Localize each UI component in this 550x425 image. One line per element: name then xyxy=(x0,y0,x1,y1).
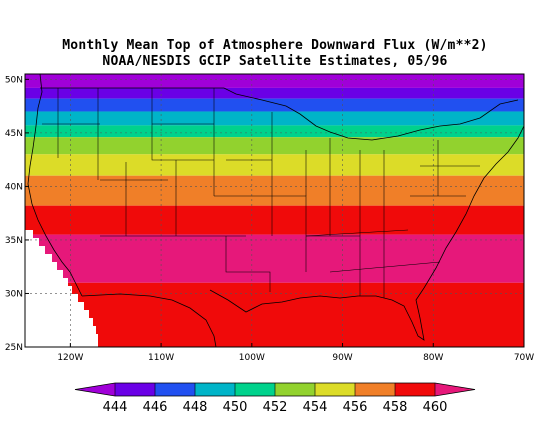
lon-tick-label: 100W xyxy=(239,353,265,363)
colorbar-label: 456 xyxy=(343,400,368,415)
colorbar-swatch xyxy=(75,383,116,396)
flux-band xyxy=(25,205,524,235)
colorbar-label: 444 xyxy=(103,400,128,415)
flux-band xyxy=(25,175,524,206)
colorbar-label: 452 xyxy=(263,400,288,415)
colorbar-label: 460 xyxy=(423,400,448,415)
colorbar-swatch xyxy=(435,383,475,396)
colorbar-swatch xyxy=(115,383,156,396)
colorbar: 444 446 448 450 452 454 456 458 460 xyxy=(74,382,476,415)
lon-tick-label: 120W xyxy=(57,353,83,363)
lon-tick-label: 90W xyxy=(332,353,352,363)
lat-tick-label: 50N xyxy=(5,75,23,85)
colorbar-swatch xyxy=(275,383,316,396)
lat-tick-label: 45N xyxy=(5,129,23,139)
lat-tick-label: 35N xyxy=(5,236,23,246)
flux-band xyxy=(25,282,524,347)
lat-tick-label: 25N xyxy=(5,343,23,353)
no-data-area xyxy=(25,230,98,347)
lon-tick-label: 70W xyxy=(514,353,534,363)
map-title: Monthly Mean Top of Atmosphere Downward … xyxy=(62,38,488,53)
flux-band xyxy=(25,154,524,176)
lat-tick-label: 40N xyxy=(5,182,23,192)
colorbar-swatch xyxy=(315,383,356,396)
graticule xyxy=(25,74,524,347)
colorbar-label: 458 xyxy=(383,400,408,415)
map-subtitle: NOAA/NESDIS GCIP Satellite Estimates, 05… xyxy=(102,54,448,69)
colorbar-label: 446 xyxy=(143,400,168,415)
west-coastline xyxy=(27,74,83,297)
boundary-lines xyxy=(27,74,524,347)
flux-band xyxy=(25,74,524,88)
colorbar-swatch xyxy=(355,383,396,396)
east-coastline xyxy=(423,125,524,289)
colorbar-label: 454 xyxy=(303,400,328,415)
colorbar-swatch xyxy=(235,383,276,396)
us-canada-border xyxy=(40,87,519,141)
flux-band xyxy=(25,137,524,155)
map-frame xyxy=(24,73,525,348)
lat-axis: 50N 45N 40N 35N 30N 25N xyxy=(5,75,29,353)
lon-tick-label: 110W xyxy=(148,353,174,363)
colorbar-swatch xyxy=(395,383,436,396)
flux-band xyxy=(25,234,524,283)
flux-band xyxy=(25,87,524,99)
colorbar-label: 448 xyxy=(183,400,208,415)
flux-band xyxy=(25,111,524,126)
colorbar-swatch xyxy=(155,383,196,396)
colorbar-label: 450 xyxy=(223,400,248,415)
lat-tick-label: 30N xyxy=(5,289,23,299)
flux-band xyxy=(25,98,524,112)
mexico-border xyxy=(81,293,217,347)
lon-tick-label: 80W xyxy=(423,353,443,363)
state-lines xyxy=(42,88,480,298)
colorbar-swatch xyxy=(195,383,236,396)
flux-band xyxy=(25,125,524,138)
gulf-coastline xyxy=(209,287,425,341)
flux-bands xyxy=(25,74,524,347)
